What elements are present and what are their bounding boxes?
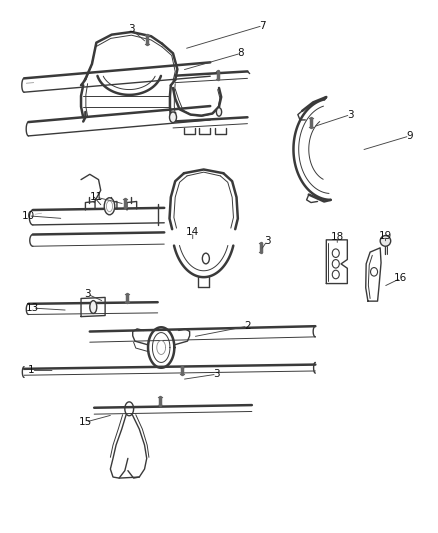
Text: 3: 3 (347, 110, 354, 119)
Ellipse shape (170, 112, 177, 123)
Ellipse shape (90, 301, 97, 313)
Text: 19: 19 (379, 231, 392, 240)
Ellipse shape (106, 201, 113, 212)
Text: 15: 15 (79, 417, 92, 427)
Ellipse shape (332, 270, 339, 279)
Text: 9: 9 (406, 131, 413, 141)
Text: 3: 3 (213, 369, 220, 379)
Ellipse shape (202, 253, 209, 264)
Text: 1: 1 (28, 366, 35, 375)
Text: 11: 11 (90, 192, 103, 202)
Text: 18: 18 (331, 232, 344, 242)
Text: 3: 3 (264, 236, 271, 246)
Text: 3: 3 (128, 25, 135, 34)
Ellipse shape (332, 249, 339, 257)
Ellipse shape (216, 108, 222, 116)
Text: 13: 13 (26, 303, 39, 313)
Ellipse shape (104, 198, 115, 215)
Ellipse shape (380, 236, 391, 246)
Ellipse shape (332, 260, 339, 268)
Ellipse shape (371, 268, 378, 276)
Text: 7: 7 (259, 21, 266, 30)
Text: 2: 2 (244, 321, 251, 331)
Text: 16: 16 (394, 273, 407, 283)
Text: 3: 3 (84, 289, 91, 299)
Text: 10: 10 (22, 211, 35, 221)
Text: 8: 8 (237, 49, 244, 58)
Text: 14: 14 (186, 227, 199, 237)
